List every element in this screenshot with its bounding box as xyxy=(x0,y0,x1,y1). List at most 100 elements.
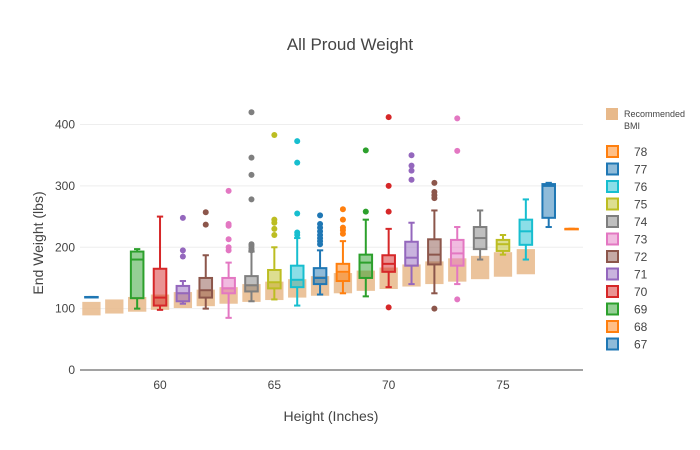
legend-label-68: 68 xyxy=(634,320,648,334)
y-tick-label: 100 xyxy=(55,302,75,316)
y-axis-title: End Weight (lbs) xyxy=(30,191,46,294)
y-tick-label: 400 xyxy=(55,118,75,132)
bmi-range-bar xyxy=(516,249,535,275)
legend-label-70: 70 xyxy=(634,285,648,299)
legend-label-72: 72 xyxy=(634,250,648,264)
box-series-77 xyxy=(541,181,556,229)
box-series-66 xyxy=(289,138,305,307)
outlier-point xyxy=(225,222,232,229)
box-series-74 xyxy=(472,209,488,261)
box-iqr xyxy=(495,238,511,252)
legend-swatch-68 xyxy=(606,320,619,333)
legend-bmi-label-line2: BMI xyxy=(624,121,640,131)
box-series-67 xyxy=(312,212,328,296)
outlier-point xyxy=(385,208,392,215)
outlier-point xyxy=(454,115,461,122)
recommended-bmi-bands xyxy=(82,249,535,316)
legend-swatch-67 xyxy=(606,337,619,351)
legend[interactable]: Recommended BMI 78 77 76 75 74 73 72 71 70 69 68 67 xyxy=(606,108,685,352)
outlier-point xyxy=(317,241,324,248)
legend-swatch-70 xyxy=(606,285,619,298)
outlier-point xyxy=(248,247,255,254)
box-iqr xyxy=(404,240,419,267)
bmi-range-bar xyxy=(493,252,513,277)
outlier-point xyxy=(179,214,186,221)
box-iqr xyxy=(541,183,556,219)
outlier-point xyxy=(408,167,415,174)
x-tick-label: 70 xyxy=(382,378,396,392)
box-iqr xyxy=(221,276,236,295)
legend-label-77: 77 xyxy=(634,163,648,177)
outlier-point xyxy=(294,159,301,166)
legend-swatch-75 xyxy=(606,197,619,211)
outlier-point xyxy=(408,162,415,169)
outlier-point xyxy=(408,152,415,159)
legend-bmi-label-line1: Recommended xyxy=(624,109,685,119)
legend-swatch-74 xyxy=(606,215,619,228)
chart-title: All Proud Weight xyxy=(287,35,414,54)
legend-label-71: 71 xyxy=(634,268,648,282)
box-series-63 xyxy=(221,187,236,319)
x-axis-title: Height (Inches) xyxy=(284,408,379,424)
box-series-59 xyxy=(129,248,145,310)
box-iqr xyxy=(198,276,214,299)
outlier-point xyxy=(248,171,255,178)
outlier-point xyxy=(248,109,255,116)
box-series-73 xyxy=(449,115,465,303)
outlier-point xyxy=(225,187,232,194)
y-tick-label: 0 xyxy=(68,363,75,377)
outlier-point xyxy=(385,182,392,189)
box-series-62 xyxy=(198,209,214,310)
box-iqr xyxy=(358,253,374,279)
legend-label-74: 74 xyxy=(634,215,648,229)
axes: 0 100 200 300 400 60 65 70 75 xyxy=(55,118,583,392)
box-iqr xyxy=(267,268,282,290)
legend-swatch-76 xyxy=(606,180,619,193)
x-tick-label: 65 xyxy=(268,378,282,392)
box-iqr xyxy=(289,264,305,289)
outlier-point xyxy=(294,232,301,238)
legend-label-69: 69 xyxy=(634,303,648,317)
box-series-71 xyxy=(404,152,419,286)
legend-label-76: 76 xyxy=(634,180,648,194)
box-iqr xyxy=(244,275,259,293)
box-iqr xyxy=(152,267,168,307)
outlier-point xyxy=(339,206,346,213)
y-tick-label: 200 xyxy=(55,240,75,254)
legend-label-73: 73 xyxy=(634,233,648,247)
outlier-point xyxy=(202,221,209,228)
box-iqr xyxy=(312,267,328,286)
box-series-69 xyxy=(358,147,374,298)
box-series-78 xyxy=(564,227,579,231)
outlier-point xyxy=(317,212,324,219)
legend-swatch-69 xyxy=(606,302,619,316)
outlier-point xyxy=(271,225,278,232)
outlier-point xyxy=(385,114,392,121)
legend-bmi-swatch xyxy=(606,108,618,120)
bmi-range-bar xyxy=(470,255,490,280)
box-series-70 xyxy=(381,114,396,311)
x-tick-label: 60 xyxy=(153,378,167,392)
outlier-point xyxy=(294,138,301,145)
outlier-point xyxy=(431,179,438,186)
legend-label-67: 67 xyxy=(634,338,648,352)
legend-label-75: 75 xyxy=(634,198,648,212)
outlier-point xyxy=(248,196,255,203)
legend-swatch-77 xyxy=(606,162,619,176)
outlier-point xyxy=(362,208,369,215)
box-series-68 xyxy=(335,206,351,295)
outlier-point xyxy=(271,131,278,138)
outlier-point xyxy=(362,147,369,154)
outlier-point xyxy=(202,209,209,216)
outlier-point xyxy=(225,247,232,254)
outlier-point xyxy=(408,176,415,183)
y-tick-label: 300 xyxy=(55,179,75,193)
legend-swatch-72 xyxy=(606,250,619,263)
box-series-72 xyxy=(427,179,442,312)
legend-swatch-71 xyxy=(606,267,619,281)
box-series-64 xyxy=(244,109,259,303)
box-series-57 xyxy=(84,295,99,299)
outlier-point xyxy=(339,230,346,237)
legend-label-78: 78 xyxy=(634,145,648,159)
